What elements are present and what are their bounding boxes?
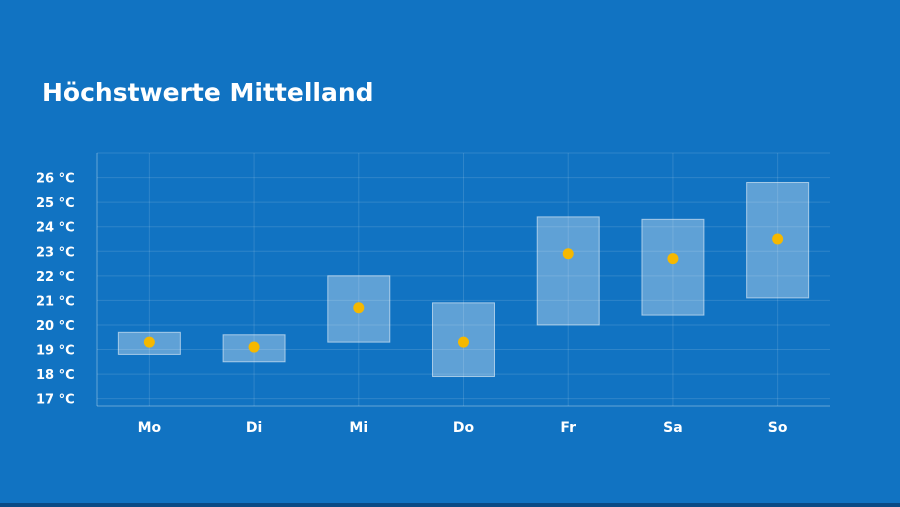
x-tick-label: Do	[453, 420, 475, 436]
y-tick-label: 19 °C	[36, 344, 75, 359]
x-tick-label: Sa	[663, 420, 683, 436]
expected-point-Mo	[143, 336, 155, 348]
expected-point-Sa	[667, 253, 679, 265]
y-tick-label: 17 °C	[36, 393, 75, 408]
y-tick-label: 26 °C	[36, 172, 75, 187]
y-tick-label: 24 °C	[36, 221, 75, 236]
x-tick-label: Di	[246, 420, 262, 436]
y-tick-label: 21 °C	[36, 294, 75, 309]
y-tick-label: 22 °C	[36, 270, 75, 285]
x-tick-label: Fr	[560, 420, 576, 436]
expected-point-Fr	[562, 248, 574, 260]
chart-title: Höchstwerte Mittelland	[42, 78, 374, 107]
x-tick-label: So	[768, 420, 788, 436]
expected-point-Do	[458, 336, 469, 348]
range-bar-Mi	[327, 275, 391, 343]
x-tick-label: Mo	[138, 420, 162, 436]
x-tick-label: Mi	[349, 420, 368, 436]
range-bar-Fr	[536, 216, 600, 326]
y-tick-label: 25 °C	[36, 196, 75, 211]
y-tick-label: 20 °C	[36, 319, 75, 334]
range-bar-Sa	[641, 218, 705, 316]
y-tick-label: 23 °C	[36, 245, 75, 260]
expected-point-So	[772, 233, 784, 245]
expected-point-Di	[248, 341, 260, 353]
expected-point-Mi	[353, 302, 365, 314]
y-tick-label: 18 °C	[36, 368, 75, 383]
